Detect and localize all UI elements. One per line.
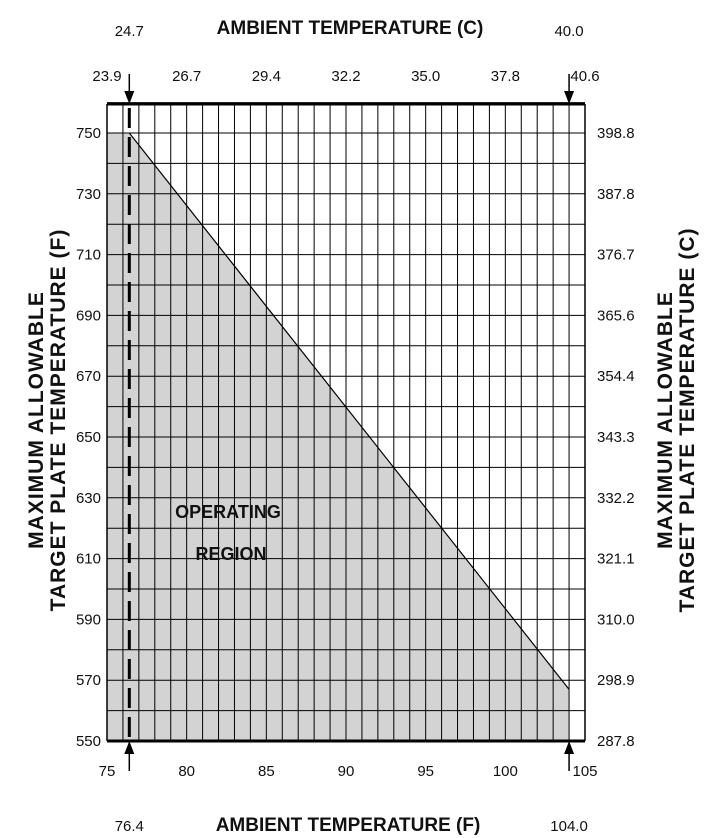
marker-high-label-f: 104.0 [550, 818, 588, 835]
x-tick-label-f: 80 [178, 763, 195, 780]
y-tick-label-f: 550 [76, 733, 101, 750]
left-axis-title-line1: MAXIMUM ALLOWABLE [25, 291, 48, 549]
marker-high-label-c: 40.0 [554, 23, 583, 40]
marker-high-bottom-arrow-head [564, 741, 575, 754]
y-tick-label-c: 343.3 [597, 429, 635, 446]
x-tick-label-c: 29.4 [252, 68, 281, 85]
region-label-line1: OPERATING [175, 502, 281, 522]
y-tick-label-c: 298.9 [597, 672, 635, 689]
y-tick-label-c: 354.4 [597, 368, 635, 385]
marker-low-bottom-arrow-head [124, 741, 135, 754]
y-tick-label-f: 570 [76, 672, 101, 689]
y-tick-label-c: 332.2 [597, 490, 635, 507]
marker-high-top-arrow-head [564, 91, 575, 104]
y-tick-label-c: 365.6 [597, 307, 635, 324]
marker-low-label-f: 76.4 [115, 818, 144, 835]
x-tick-label-f: 75 [99, 763, 116, 780]
y-tick-label-f: 730 [76, 186, 101, 203]
left-axis-title-line2: TARGET PLATE TEMPERATURE (F) [47, 229, 70, 612]
y-tick-label-f: 630 [76, 490, 101, 507]
x-tick-label-c: 26.7 [172, 68, 201, 85]
y-tick-label-f: 690 [76, 307, 101, 324]
marker-low-label-c: 24.7 [115, 23, 144, 40]
boundary-line [128, 132, 570, 690]
y-tick-label-f: 710 [76, 247, 101, 264]
x-tick-label-c: 40.6 [570, 68, 599, 85]
y-tick-label-f: 590 [76, 611, 101, 628]
x-tick-label-c: 32.2 [331, 68, 360, 85]
x-tick-label-f: 105 [572, 763, 597, 780]
x-tick-label-f: 95 [417, 763, 434, 780]
y-tick-label-c: 310.0 [597, 611, 635, 628]
x-tick-label-c: 35.0 [411, 68, 440, 85]
right-axis-title-line2: TARGET PLATE TEMPERATURE (C) [676, 228, 699, 613]
marker-low-top-arrow-head [124, 91, 135, 104]
x-tick-label-f: 90 [338, 763, 355, 780]
y-tick-label-c: 376.7 [597, 247, 635, 264]
right-axis-title-line1: MAXIMUM ALLOWABLE [654, 291, 677, 549]
y-tick-label-f: 750 [76, 125, 101, 142]
x-tick-label-c: 23.9 [92, 68, 121, 85]
y-tick-label-f: 610 [76, 551, 101, 568]
bottom-axis-title: AMBIENT TEMPERATURE (F) [216, 815, 481, 836]
y-tick-label-c: 287.8 [597, 733, 635, 750]
y-tick-label-f: 670 [76, 368, 101, 385]
top-axis-title: AMBIENT TEMPERATURE (C) [217, 18, 484, 39]
x-tick-label-c: 37.8 [491, 68, 520, 85]
y-tick-label-c: 398.8 [597, 125, 635, 142]
y-tick-label-c: 321.1 [597, 551, 635, 568]
y-tick-label-c: 387.8 [597, 186, 635, 203]
region-label-line2: REGION [195, 544, 266, 564]
x-tick-label-f: 100 [493, 763, 518, 780]
x-tick-label-f: 85 [258, 763, 275, 780]
y-tick-label-f: 650 [76, 429, 101, 446]
